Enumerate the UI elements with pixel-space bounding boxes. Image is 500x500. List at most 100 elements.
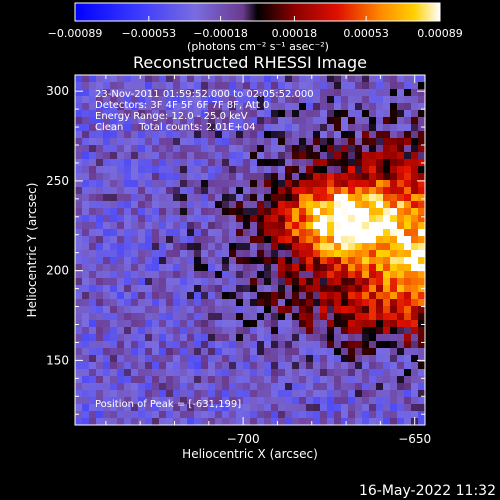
heatmap-cell: [390, 397, 398, 405]
heatmap-cell: [271, 75, 279, 83]
heatmap-cell: [271, 159, 279, 167]
heatmap-cell: [180, 327, 188, 335]
heatmap-cell: [376, 152, 384, 160]
heatmap-cell: [404, 243, 412, 251]
heatmap-cell: [173, 180, 181, 188]
heatmap-cell: [348, 131, 356, 139]
heatmap-cell: [215, 327, 223, 335]
heatmap-cell: [397, 404, 405, 412]
heatmap-cell: [208, 138, 216, 146]
heatmap-cell: [117, 250, 125, 258]
heatmap-cell: [89, 250, 97, 258]
heatmap-cell: [201, 292, 209, 300]
heatmap-cell: [383, 271, 391, 279]
heatmap-cell: [243, 201, 251, 209]
heatmap-cell: [299, 180, 307, 188]
heatmap-cell: [243, 82, 251, 90]
heatmap-cell: [194, 89, 202, 97]
heatmap-cell: [369, 152, 377, 160]
heatmap-cell: [341, 411, 349, 419]
heatmap-cell: [292, 208, 300, 216]
heatmap-cell: [201, 313, 209, 321]
heatmap-cell: [117, 103, 125, 111]
heatmap-cell: [376, 208, 384, 216]
heatmap-cell: [257, 299, 265, 307]
heatmap-cell: [173, 89, 181, 97]
heatmap-cell: [334, 89, 342, 97]
heatmap-cell: [320, 404, 328, 412]
heatmap-cell: [376, 222, 384, 230]
heatmap-cell: [313, 313, 321, 321]
heatmap-cell: [355, 194, 363, 202]
heatmap-cell: [82, 152, 90, 160]
heatmap-cell: [285, 327, 293, 335]
heatmap-cell: [285, 152, 293, 160]
heatmap-cell: [152, 397, 160, 405]
heatmap-cell: [145, 264, 153, 272]
heatmap-cell: [201, 138, 209, 146]
heatmap-cell: [362, 278, 370, 286]
heatmap-cell: [390, 285, 398, 293]
heatmap-cell: [180, 145, 188, 153]
heatmap-cell: [187, 264, 195, 272]
heatmap-cell: [222, 411, 230, 419]
heatmap-cell: [313, 278, 321, 286]
heatmap-cell: [376, 117, 384, 125]
heatmap-cell: [194, 236, 202, 244]
heatmap-cell: [292, 180, 300, 188]
heatmap-cell: [383, 117, 391, 125]
heatmap-cell: [397, 383, 405, 391]
heatmap-cell: [173, 131, 181, 139]
heatmap-cell: [194, 117, 202, 125]
heatmap-cell: [404, 411, 412, 419]
heatmap-cell: [327, 243, 335, 251]
heatmap-cell: [110, 110, 118, 118]
heatmap-cell: [145, 313, 153, 321]
heatmap-cell: [89, 285, 97, 293]
heatmap-cell: [278, 334, 286, 342]
heatmap-cell: [292, 243, 300, 251]
heatmap-cell: [404, 418, 412, 425]
heatmap-cell: [390, 348, 398, 356]
heatmap-cell: [145, 82, 153, 90]
heatmap-cell: [334, 404, 342, 412]
heatmap-cell: [397, 173, 405, 181]
heatmap-cell: [355, 369, 363, 377]
heatmap-cell: [418, 208, 425, 216]
heatmap-cell: [159, 250, 167, 258]
heatmap-cell: [208, 215, 216, 223]
heatmap-cell: [201, 257, 209, 265]
heatmap-cell: [208, 299, 216, 307]
heatmap-cell: [348, 208, 356, 216]
heatmap-cell: [411, 334, 419, 342]
heatmap-cell: [285, 243, 293, 251]
heatmap-cell: [187, 334, 195, 342]
heatmap-cell: [313, 243, 321, 251]
heatmap-cell: [264, 299, 272, 307]
heatmap-cell: [110, 306, 118, 314]
heatmap-cell: [96, 306, 104, 314]
heatmap-cell: [306, 271, 314, 279]
heatmap-cell: [411, 166, 419, 174]
heatmap-cell: [75, 201, 83, 209]
heatmap-cell: [159, 138, 167, 146]
heatmap-cell: [173, 222, 181, 230]
heatmap-cell: [285, 355, 293, 363]
heatmap-cell: [159, 404, 167, 412]
heatmap-cell: [271, 369, 279, 377]
heatmap-cell: [306, 236, 314, 244]
heatmap-cell: [201, 159, 209, 167]
heatmap-cell: [348, 180, 356, 188]
heatmap-cell: [278, 355, 286, 363]
heatmap-cell: [180, 362, 188, 370]
heatmap-cell: [411, 369, 419, 377]
heatmap-cell: [131, 257, 139, 265]
heatmap-cell: [299, 390, 307, 398]
heatmap-cell: [334, 341, 342, 349]
heatmap-cell: [131, 404, 139, 412]
heatmap-cell: [369, 208, 377, 216]
heatmap-cell: [82, 376, 90, 384]
heatmap-cell: [131, 327, 139, 335]
heatmap-cell: [327, 103, 335, 111]
